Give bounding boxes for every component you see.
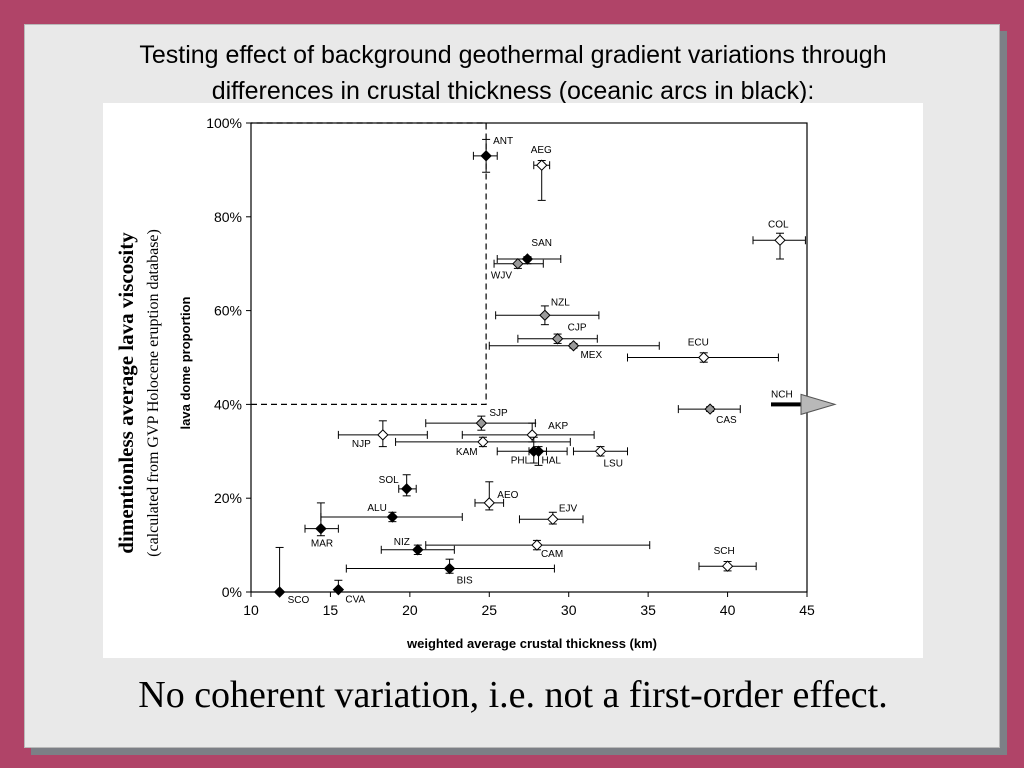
- point-label-akp: AKP: [548, 421, 568, 432]
- x-tick-label-35: 35: [640, 602, 656, 618]
- point-label-ejv: EJV: [559, 503, 578, 514]
- point-alu: [386, 511, 399, 523]
- point-njp: [377, 429, 389, 441]
- y-tick-label-0%: 0%: [222, 584, 242, 600]
- y-tick-label-100%: 100%: [206, 115, 242, 131]
- y-axis-title: lava dome proportion: [178, 296, 193, 429]
- x-tick-label-40: 40: [720, 602, 736, 618]
- point-label-ant: ANT: [493, 136, 513, 147]
- point-hal: [532, 445, 545, 458]
- slide-title-line-2: differences in crustal thickness (oceani…: [211, 77, 815, 105]
- chart-panel: dimentionless average lava viscosity (ca…: [103, 103, 923, 658]
- point-ejv: [547, 513, 559, 526]
- scatter-chart: dimentionless average lava viscosity (ca…: [114, 115, 837, 651]
- point-label-ecu: ECU: [688, 338, 709, 349]
- point-sjp: [475, 417, 488, 429]
- x-axis-title: weighted average crustal thickness (km): [406, 636, 657, 651]
- point-label-njp: NJP: [352, 439, 371, 450]
- point-label-cam: CAM: [541, 549, 563, 560]
- point-lsu: [594, 445, 607, 458]
- point-mar: [315, 522, 327, 535]
- point-label-alu: ALU: [367, 503, 386, 514]
- x-tick-label-10: 10: [243, 602, 259, 618]
- point-col: [774, 234, 786, 246]
- point-label-sco: SCO: [288, 595, 310, 606]
- slide-title: Testing effect of background geothermal …: [25, 37, 1001, 109]
- side-subtitle: (calculated from GVP Holocene eruption d…: [145, 229, 162, 557]
- point-nzl: [539, 309, 551, 321]
- x-tick-label-20: 20: [402, 602, 418, 618]
- side-title: dimentionless average lava viscosity: [114, 232, 138, 554]
- x-tick-label-15: 15: [323, 602, 339, 618]
- x-tick-label-25: 25: [481, 602, 497, 618]
- slide: Testing effect of background geothermal …: [24, 24, 1000, 748]
- point-label-sol: SOL: [379, 475, 399, 486]
- point-label-sjp: SJP: [489, 408, 508, 419]
- point-cjp: [551, 333, 564, 345]
- nch-label: NCH: [771, 389, 793, 400]
- point-label-niz: NIZ: [394, 537, 410, 548]
- point-niz: [412, 544, 424, 556]
- point-cva: [332, 583, 345, 596]
- point-sol: [400, 483, 413, 495]
- point-sco: [273, 586, 286, 598]
- point-label-cva: CVA: [345, 595, 365, 606]
- point-label-nzl: NZL: [551, 297, 570, 308]
- point-cam: [531, 539, 543, 551]
- point-label-cjp: CJP: [568, 323, 587, 334]
- slide-title-line-1: Testing effect of background geothermal …: [139, 41, 887, 69]
- conclusion-text: No coherent variation, i.e. not a first-…: [138, 674, 888, 716]
- point-akp: [526, 429, 538, 441]
- y-tick-label-40%: 40%: [214, 396, 242, 412]
- point-label-mar: MAR: [311, 539, 333, 550]
- threshold-box: [251, 122, 487, 405]
- point-label-hal: HAL: [542, 455, 562, 466]
- plot-frame: [250, 122, 808, 593]
- point-aeo: [483, 497, 495, 509]
- point-label-wjv: WJV: [491, 271, 512, 282]
- point-sch: [721, 560, 734, 572]
- point-ant: [480, 150, 492, 162]
- point-label-bis: BIS: [457, 576, 473, 587]
- x-tick-label-30: 30: [561, 602, 577, 618]
- point-label-cas: CAS: [716, 415, 737, 426]
- y-tick-label-20%: 20%: [214, 490, 242, 506]
- point-kam: [477, 436, 489, 448]
- point-label-san: SAN: [531, 238, 552, 249]
- y-tick-label-80%: 80%: [214, 209, 242, 225]
- point-wjv: [512, 257, 524, 270]
- point-label-kam: KAM: [456, 447, 478, 458]
- y-tick-label-60%: 60%: [214, 303, 242, 319]
- point-label-aeg: AEG: [531, 145, 552, 156]
- point-label-aeo: AEO: [497, 490, 518, 501]
- point-ecu: [698, 351, 710, 364]
- point-aeg: [536, 159, 548, 171]
- point-label-mex: MEX: [580, 350, 602, 361]
- point-san: [521, 253, 534, 265]
- point-label-phl: PHL: [511, 455, 531, 466]
- x-tick-label-45: 45: [799, 602, 815, 618]
- point-bis: [443, 562, 456, 575]
- point-mex: [567, 340, 580, 352]
- point-label-lsu: LSU: [603, 458, 622, 469]
- point-label-sch: SCH: [714, 546, 735, 557]
- nch-arrow-head: [800, 393, 837, 416]
- point-cas: [704, 403, 716, 415]
- point-label-col: COL: [768, 219, 789, 230]
- nch-arrow-shaft: [771, 402, 801, 407]
